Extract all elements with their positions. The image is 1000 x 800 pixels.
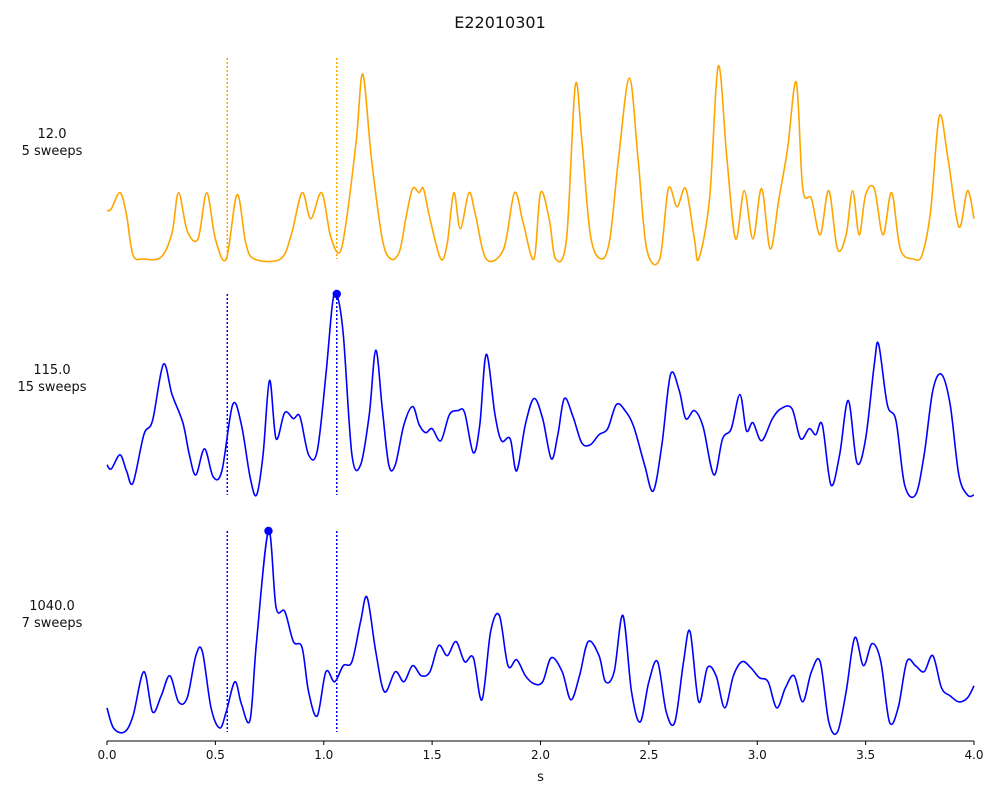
row-label-1-sweeps: 5 sweeps (21, 144, 83, 159)
row-label-1: 12.0 5 sweeps (0, 126, 104, 160)
x-tick-label-7: 3.5 (856, 748, 875, 762)
row-3-peak-dot (264, 526, 273, 536)
x-tick-label-0: 0.0 (97, 748, 116, 762)
row-label-1-value: 12.0 (37, 127, 67, 142)
row-label-2-sweeps: 15 sweeps (17, 380, 87, 395)
x-axis-label: s (537, 770, 544, 785)
row-2-trace (106, 290, 975, 499)
row-2-peak-dot (332, 289, 341, 299)
row-label-3-value: 1040.0 (29, 599, 75, 614)
row-label-3-sweeps: 7 sweeps (21, 616, 83, 631)
row-3-trace (106, 530, 975, 735)
chart-title: E22010301 (454, 13, 546, 32)
x-tick-label-8: 4.0 (964, 748, 983, 762)
row-label-2: 115.0 15 sweeps (0, 362, 104, 396)
x-tick-label-4: 2.0 (531, 748, 550, 762)
row-label-3: 1040.0 7 sweeps (0, 598, 104, 632)
x-tick-label-2: 1.0 (314, 748, 333, 762)
row-1-trace (106, 65, 975, 266)
x-tick-label-1: 0.5 (206, 748, 225, 762)
x-tick-label-3: 1.5 (423, 748, 442, 762)
row-label-2-value: 115.0 (33, 363, 71, 378)
x-tick-label-5: 2.5 (639, 748, 658, 762)
x-tick-label-6: 3.0 (748, 748, 767, 762)
